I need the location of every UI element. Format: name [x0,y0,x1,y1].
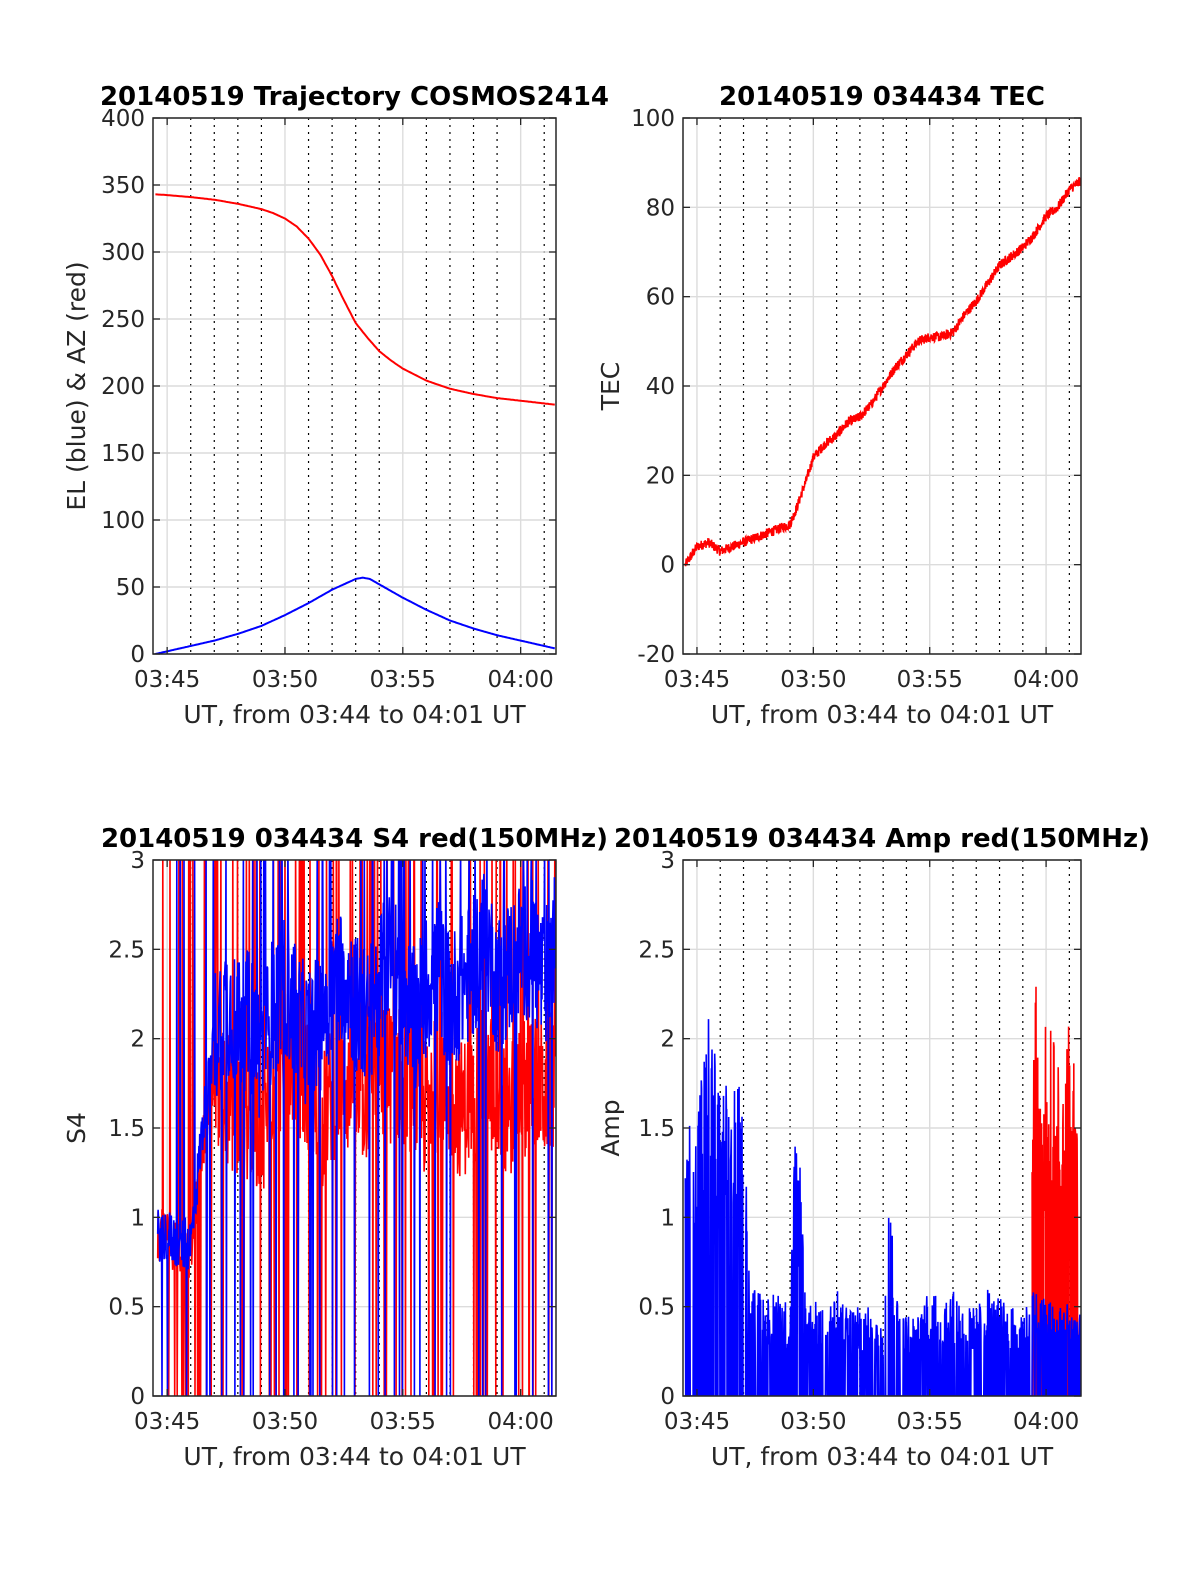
series-line-0 [155,193,555,406]
y-tick-label: 60 [646,285,675,311]
x-tick-label: 03:45 [664,1409,730,1435]
y-tick-label: 0 [130,642,145,668]
y-tick-label: 20 [646,463,675,489]
x-tick-label: 03:55 [897,1409,963,1435]
x-axis-label: UT, from 03:44 to 04:01 UT [183,700,526,729]
x-tick-label: 03:50 [780,667,846,693]
chart-title: 20140519 034434 Amp red(150MHz) [614,824,1150,854]
y-tick-label: 300 [101,240,145,266]
y-axis-label: Amp [596,1099,625,1156]
x-tick-label: 03:45 [134,1409,200,1435]
y-tick-label: 50 [116,575,145,601]
x-tick-label: 03:50 [252,667,318,693]
y-tick-label: 1 [660,1205,675,1231]
y-tick-label: 0 [660,553,675,579]
y-tick-label: 3 [660,848,675,874]
x-axis-label: UT, from 03:44 to 04:01 UT [183,1442,526,1471]
y-axis-label: S4 [62,1112,91,1144]
y-tick-label: 3 [130,848,145,874]
y-tick-label: 1 [130,1205,145,1231]
y-tick-label: 400 [101,106,145,132]
y-tick-label: 0 [130,1384,145,1410]
y-tick-label: 80 [646,195,675,221]
x-axis-label: UT, from 03:44 to 04:01 UT [711,700,1054,729]
y-tick-label: 1.5 [108,1116,145,1142]
y-axis-label: EL (blue) & AZ (red) [62,261,91,510]
y-tick-label: 1.5 [638,1116,675,1142]
chart-s4: 03:45 03:50 03:55 04:00 0 0.5 1 1.5 2 2.5 32014051… [62,824,608,1471]
x-tick-label: 03:50 [780,1409,846,1435]
y-tick-label: 0 [660,1384,675,1410]
y-tick-label: 2 [130,1027,145,1053]
series-line-1 [156,860,556,1396]
y-tick-label: 150 [101,441,145,467]
chart-title: 20140519 Trajectory COSMOS2414 [100,82,609,112]
y-tick-label: 100 [631,106,675,132]
series-line-0 [684,177,1081,567]
y-axis-label: TEC [596,362,625,412]
y-tick-label: 40 [646,374,675,400]
y-tick-label: 200 [101,374,145,400]
y-tick-label: 100 [101,508,145,534]
x-tick-label: 03:55 [370,1409,436,1435]
chart-title: 20140519 034434 S4 red(150MHz) [101,824,608,854]
x-tick-label: 04:00 [1013,667,1079,693]
chart-trajectory: 03:45 03:50 03:55 04:00 0 50 100 150 200 250 300 35… [62,82,609,729]
x-tick-label: 03:55 [370,667,436,693]
x-tick-label: 04:00 [488,667,554,693]
x-tick-label: 03:50 [252,1409,318,1435]
y-tick-label: 2.5 [638,937,675,963]
x-tick-label: 04:00 [1013,1409,1079,1435]
series-line-0 [1031,986,1079,1396]
x-tick-label: 04:00 [488,1409,554,1435]
y-tick-label: 350 [101,173,145,199]
y-tick-label: 0.5 [108,1295,145,1321]
series-line-1 [684,1019,1081,1396]
x-tick-label: 03:45 [664,667,730,693]
x-tick-label: 03:55 [897,667,963,693]
chart-tec: 03:45 03:50 03:55 04:00 -20 0 20 40 60 80 100 20140… [596,82,1082,729]
chart-title: 20140519 034434 TEC [719,82,1045,112]
chart-amp: 03:45 03:50 03:55 04:00 0 0.5 1 1.5 2 2.5 32014051… [596,824,1150,1471]
y-tick-label: -20 [637,642,675,668]
y-tick-label: 0.5 [638,1295,675,1321]
y-tick-label: 2 [660,1027,675,1053]
y-tick-label: 250 [101,307,145,333]
series-line-1 [155,576,556,654]
x-axis-label: UT, from 03:44 to 04:01 UT [711,1442,1054,1471]
y-tick-label: 2.5 [108,937,145,963]
x-tick-label: 03:45 [134,667,200,693]
